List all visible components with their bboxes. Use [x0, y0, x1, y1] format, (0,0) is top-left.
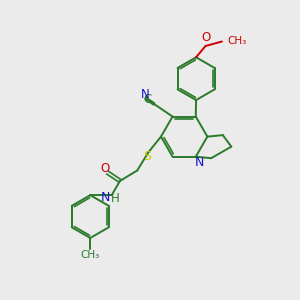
Text: O: O	[100, 162, 109, 175]
Text: S: S	[143, 150, 151, 163]
Text: CH₃: CH₃	[227, 36, 247, 46]
Text: O: O	[202, 31, 211, 44]
Text: N: N	[195, 156, 204, 169]
Text: H: H	[111, 192, 120, 205]
Text: CH₃: CH₃	[81, 250, 100, 260]
Text: N: N	[141, 88, 150, 101]
Text: C: C	[144, 93, 152, 106]
Text: N: N	[100, 191, 110, 204]
